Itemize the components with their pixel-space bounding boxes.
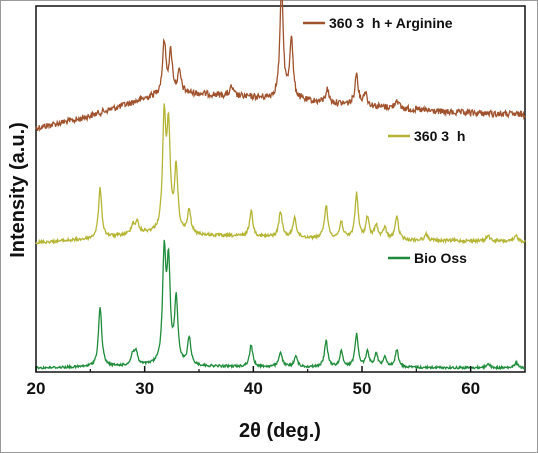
x-axis: 20 30 40 50 60	[27, 366, 480, 398]
y-axis-title: Intensity (a.u.)	[7, 122, 29, 258]
legend-label-2: 360 3 h	[414, 128, 465, 144]
legend-label-1: 360 3 h + Arginine	[329, 15, 453, 31]
series-line-1	[35, 0, 526, 133]
x-tick-label: 40	[244, 379, 263, 398]
x-tick-label: 20	[27, 379, 46, 398]
x-tick-label: 30	[135, 379, 154, 398]
x-axis-title: 2θ (deg.)	[239, 420, 321, 442]
series-layer	[35, 0, 526, 371]
x-tick-label: 60	[461, 379, 480, 398]
legend-label-3: Bio Oss	[414, 250, 467, 266]
series-line-3	[35, 239, 526, 371]
series-line-2	[35, 103, 526, 245]
x-tick-label: 50	[353, 379, 372, 398]
legend: 360 3 h + Arginine 360 3 h Bio Oss	[303, 15, 467, 266]
plot-area	[35, 5, 526, 373]
